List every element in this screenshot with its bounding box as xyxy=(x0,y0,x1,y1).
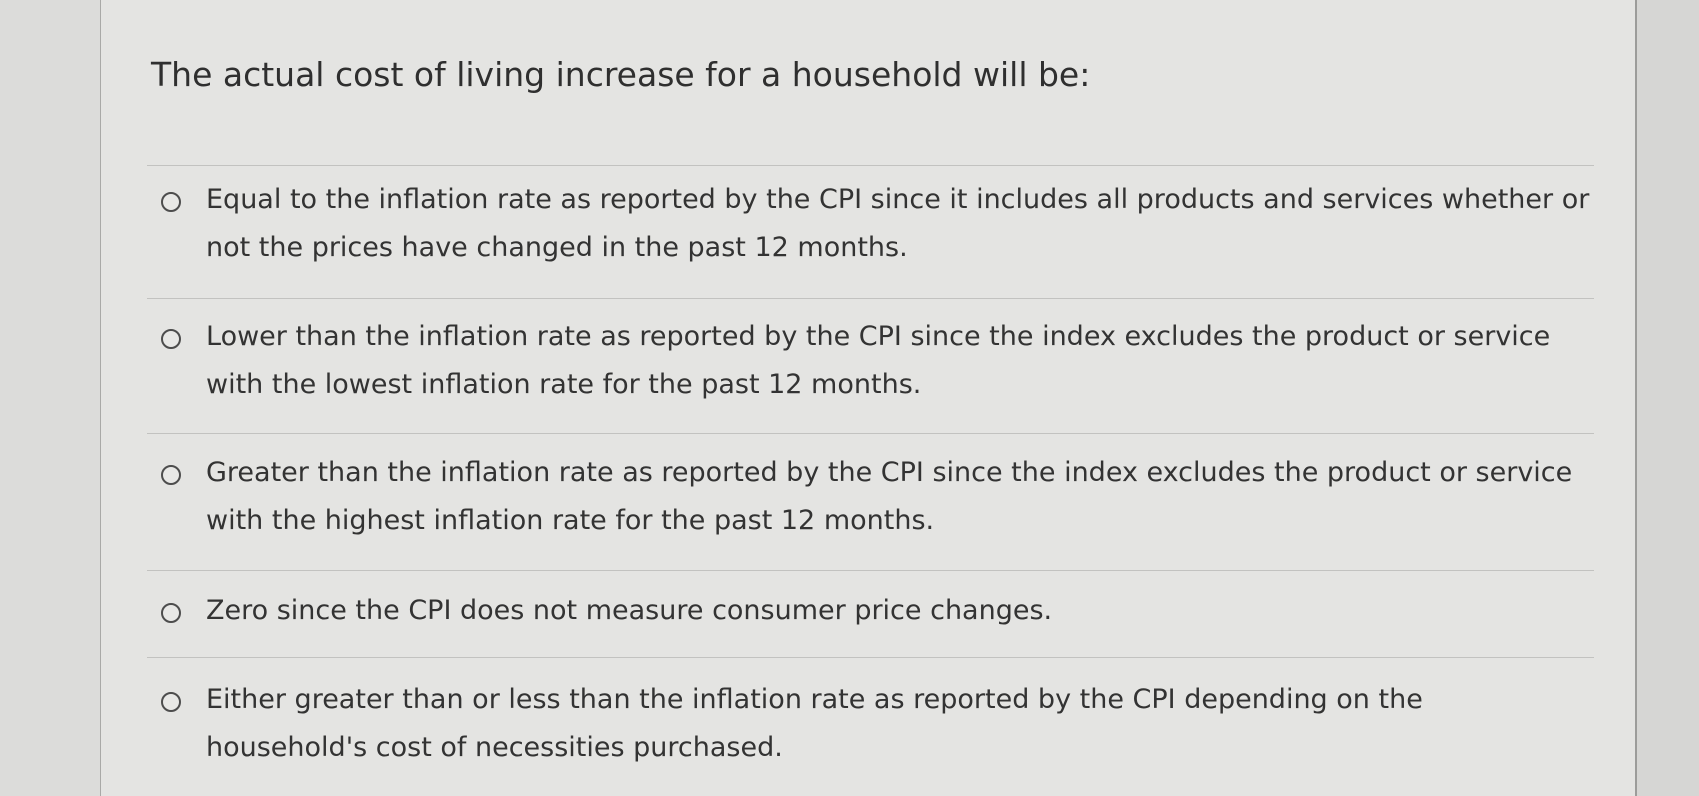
option-divider xyxy=(147,298,1594,299)
answer-option-label: Zero since the CPI does not measure cons… xyxy=(206,595,1053,626)
answer-option-label: Equal to the inflation rate as reported … xyxy=(206,184,1590,263)
answer-option-label: Either greater than or less than the inf… xyxy=(206,684,1423,763)
answer-option-label: Lower than the inflation rate as reporte… xyxy=(206,321,1551,400)
radio-button-icon[interactable] xyxy=(161,692,181,712)
screen-edge-right xyxy=(1637,0,1699,796)
answer-option-label: Greater than the inflation rate as repor… xyxy=(206,457,1573,536)
radio-button-icon[interactable] xyxy=(161,603,181,623)
radio-button-icon[interactable] xyxy=(161,192,181,212)
question-panel: The actual cost of living increase for a… xyxy=(100,0,1637,796)
option-divider xyxy=(147,433,1594,434)
option-divider xyxy=(147,165,1594,166)
option-divider xyxy=(147,657,1594,658)
question-text: The actual cost of living increase for a… xyxy=(151,55,1091,94)
radio-button-icon[interactable] xyxy=(161,329,181,349)
radio-button-icon[interactable] xyxy=(161,465,181,485)
option-divider xyxy=(147,570,1594,571)
screen-edge-left xyxy=(0,0,100,796)
